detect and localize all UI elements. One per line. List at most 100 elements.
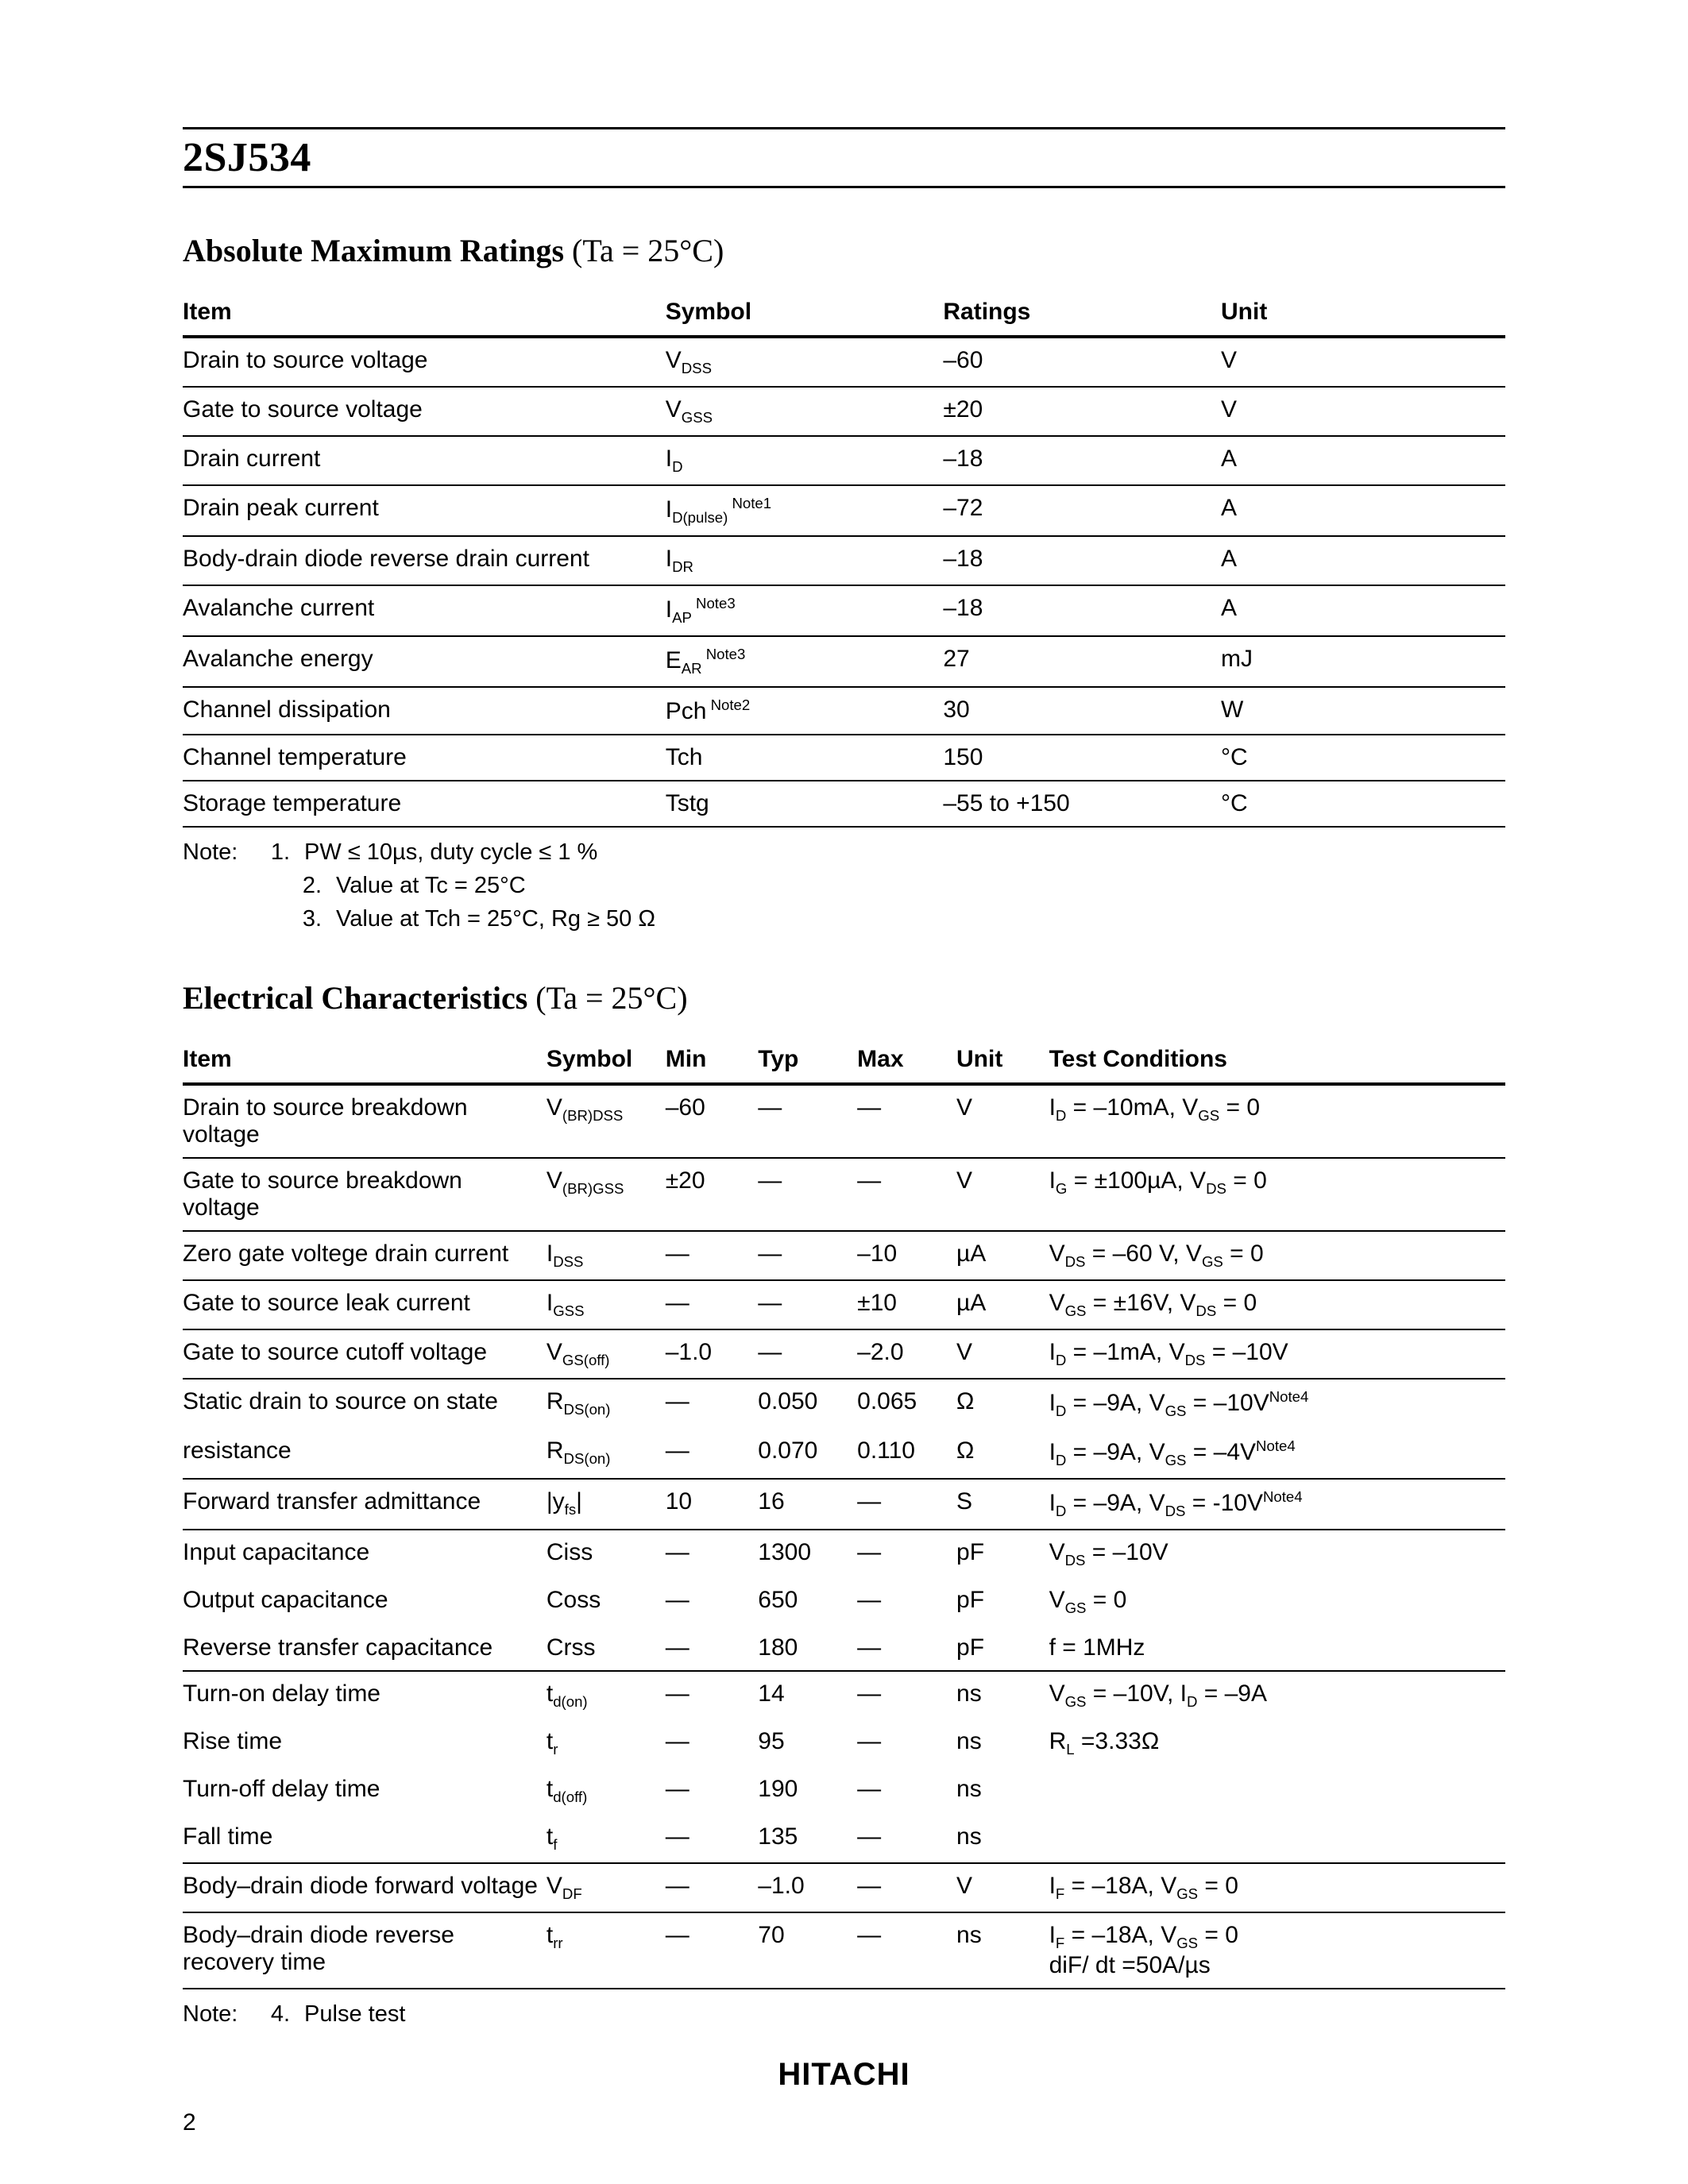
table-row: Forward transfer admittance|yfs|1016—SID… — [183, 1479, 1505, 1530]
amr-symbol: IAP Note3 — [666, 585, 944, 636]
elec-typ: 16 — [758, 1479, 857, 1530]
elec-cond: VGS = ±16V, VDS = 0 — [1049, 1280, 1505, 1329]
elec-cond: RL =3.33Ω — [1049, 1719, 1505, 1767]
elec-min: ±20 — [666, 1158, 759, 1231]
table-row: Channel dissipationPch Note230W — [183, 687, 1505, 735]
amr-unit: A — [1221, 536, 1505, 585]
elec-table: Item Symbol Min Typ Max Unit Test Condit… — [183, 1036, 1505, 1989]
amr-table: Item Symbol Ratings Unit Drain to source… — [183, 289, 1505, 828]
elec-col-typ: Typ — [758, 1036, 857, 1084]
elec-unit: pF — [956, 1530, 1049, 1578]
amr-ratings: 30 — [943, 687, 1221, 735]
elec-max: — — [857, 1626, 956, 1671]
elec-item: Reverse transfer capacitance — [183, 1626, 547, 1671]
amr-unit: A — [1221, 436, 1505, 485]
elec-max: — — [857, 1815, 956, 1863]
table-row: Body-drain diode reverse drain currentID… — [183, 536, 1505, 585]
elec-min: — — [666, 1767, 759, 1815]
table-row: Gate to source breakdown voltageV(BR)GSS… — [183, 1158, 1505, 1231]
amr-unit: A — [1221, 585, 1505, 636]
elec-symbol: td(on) — [547, 1671, 666, 1719]
table-row: Body–drain diode reverse recovery timetr… — [183, 1912, 1505, 1989]
elec-max: 0.110 — [857, 1429, 956, 1479]
amr-symbol: ID — [666, 436, 944, 485]
elec-max: — — [857, 1719, 956, 1767]
elec-notes: Note:4. Pulse test — [183, 1997, 1505, 2031]
elec-symbol: RDS(on) — [547, 1429, 666, 1479]
elec-unit: ns — [956, 1719, 1049, 1767]
amr-col-symbol: Symbol — [666, 289, 944, 337]
elec-symbol: RDS(on) — [547, 1379, 666, 1429]
elec-typ: — — [758, 1280, 857, 1329]
table-row: Channel temperatureTch150°C — [183, 735, 1505, 781]
table-row: Body–drain diode forward voltageVDF—–1.0… — [183, 1863, 1505, 1912]
elec-item: Gate to source leak current — [183, 1280, 547, 1329]
elec-col-max: Max — [857, 1036, 956, 1084]
amr-item: Drain current — [183, 436, 666, 485]
amr-symbol: VDSS — [666, 337, 944, 387]
table-row: Drain currentID–18A — [183, 436, 1505, 485]
amr-symbol: IDR — [666, 536, 944, 585]
elec-unit: ns — [956, 1671, 1049, 1719]
elec-cond — [1049, 1815, 1505, 1863]
amr-item: Avalanche current — [183, 585, 666, 636]
table-row: Output capacitanceCoss—650—pFVGS = 0 — [183, 1578, 1505, 1626]
elec-unit: Ω — [956, 1379, 1049, 1429]
elec-unit: S — [956, 1479, 1049, 1530]
table-row: Drain to source breakdown voltageV(BR)DS… — [183, 1084, 1505, 1158]
elec-max: — — [857, 1767, 956, 1815]
amr-ratings: –55 to +150 — [943, 781, 1221, 827]
elec-unit: V — [956, 1158, 1049, 1231]
table-row: Turn-on delay timetd(on)—14—nsVGS = –10V… — [183, 1671, 1505, 1719]
elec-symbol: tr — [547, 1719, 666, 1767]
elec-cond: VDS = –10V — [1049, 1530, 1505, 1578]
elec-header-row: Item Symbol Min Typ Max Unit Test Condit… — [183, 1036, 1505, 1084]
elec-unit: ns — [956, 1815, 1049, 1863]
elec-cond: IG = ±100µA, VDS = 0 — [1049, 1158, 1505, 1231]
amr-symbol: Pch Note2 — [666, 687, 944, 735]
table-row: Input capacitanceCiss—1300—pFVDS = –10V — [183, 1530, 1505, 1578]
elec-symbol: Crss — [547, 1626, 666, 1671]
note-line: Note:4. Pulse test — [183, 1997, 1505, 2031]
elec-title-text: Electrical Characteristics — [183, 980, 527, 1016]
elec-cond: VDS = –60 V, VGS = 0 — [1049, 1231, 1505, 1280]
elec-typ: 70 — [758, 1912, 857, 1989]
elec-max: — — [857, 1912, 956, 1989]
amr-ratings: –18 — [943, 585, 1221, 636]
note-line: 3. Value at Tch = 25°C, Rg ≥ 50 Ω — [183, 902, 1505, 936]
elec-cond: IF = –18A, VGS = 0diF/ dt =50A/µs — [1049, 1912, 1505, 1989]
amr-col-unit: Unit — [1221, 289, 1505, 337]
elec-min: — — [666, 1379, 759, 1429]
elec-item: Body–drain diode forward voltage — [183, 1863, 547, 1912]
amr-item: Body-drain diode reverse drain current — [183, 536, 666, 585]
amr-item: Avalanche energy — [183, 636, 666, 687]
elec-max: — — [857, 1530, 956, 1578]
amr-symbol: ID(pulse) Note1 — [666, 485, 944, 536]
table-row: Drain to source voltageVDSS–60V — [183, 337, 1505, 387]
elec-min: — — [666, 1530, 759, 1578]
elec-item: Rise time — [183, 1719, 547, 1767]
amr-unit: mJ — [1221, 636, 1505, 687]
elec-typ: — — [758, 1158, 857, 1231]
elec-item: Gate to source cutoff voltage — [183, 1329, 547, 1379]
elec-cond: VGS = 0 — [1049, 1578, 1505, 1626]
elec-col-symbol: Symbol — [547, 1036, 666, 1084]
elec-item: Static drain to source on state — [183, 1379, 547, 1429]
elec-min: –1.0 — [666, 1329, 759, 1379]
elec-cond: IF = –18A, VGS = 0 — [1049, 1863, 1505, 1912]
amr-symbol: Tstg — [666, 781, 944, 827]
elec-max: — — [857, 1479, 956, 1530]
elec-symbol: Ciss — [547, 1530, 666, 1578]
elec-item: Turn-on delay time — [183, 1671, 547, 1719]
elec-section-title: Electrical Characteristics (Ta = 25°C) — [183, 979, 1505, 1017]
elec-min: –60 — [666, 1084, 759, 1158]
amr-item: Storage temperature — [183, 781, 666, 827]
elec-symbol: Coss — [547, 1578, 666, 1626]
amr-header-row: Item Symbol Ratings Unit — [183, 289, 1505, 337]
elec-unit: µA — [956, 1231, 1049, 1280]
elec-unit: pF — [956, 1626, 1049, 1671]
datasheet-page: 2SJ534 Absolute Maximum Ratings (Ta = 25… — [0, 0, 1688, 2184]
elec-title-condition: (Ta = 25°C) — [535, 980, 687, 1016]
amr-title-condition: (Ta = 25°C) — [572, 233, 724, 268]
elec-item: Output capacitance — [183, 1578, 547, 1626]
